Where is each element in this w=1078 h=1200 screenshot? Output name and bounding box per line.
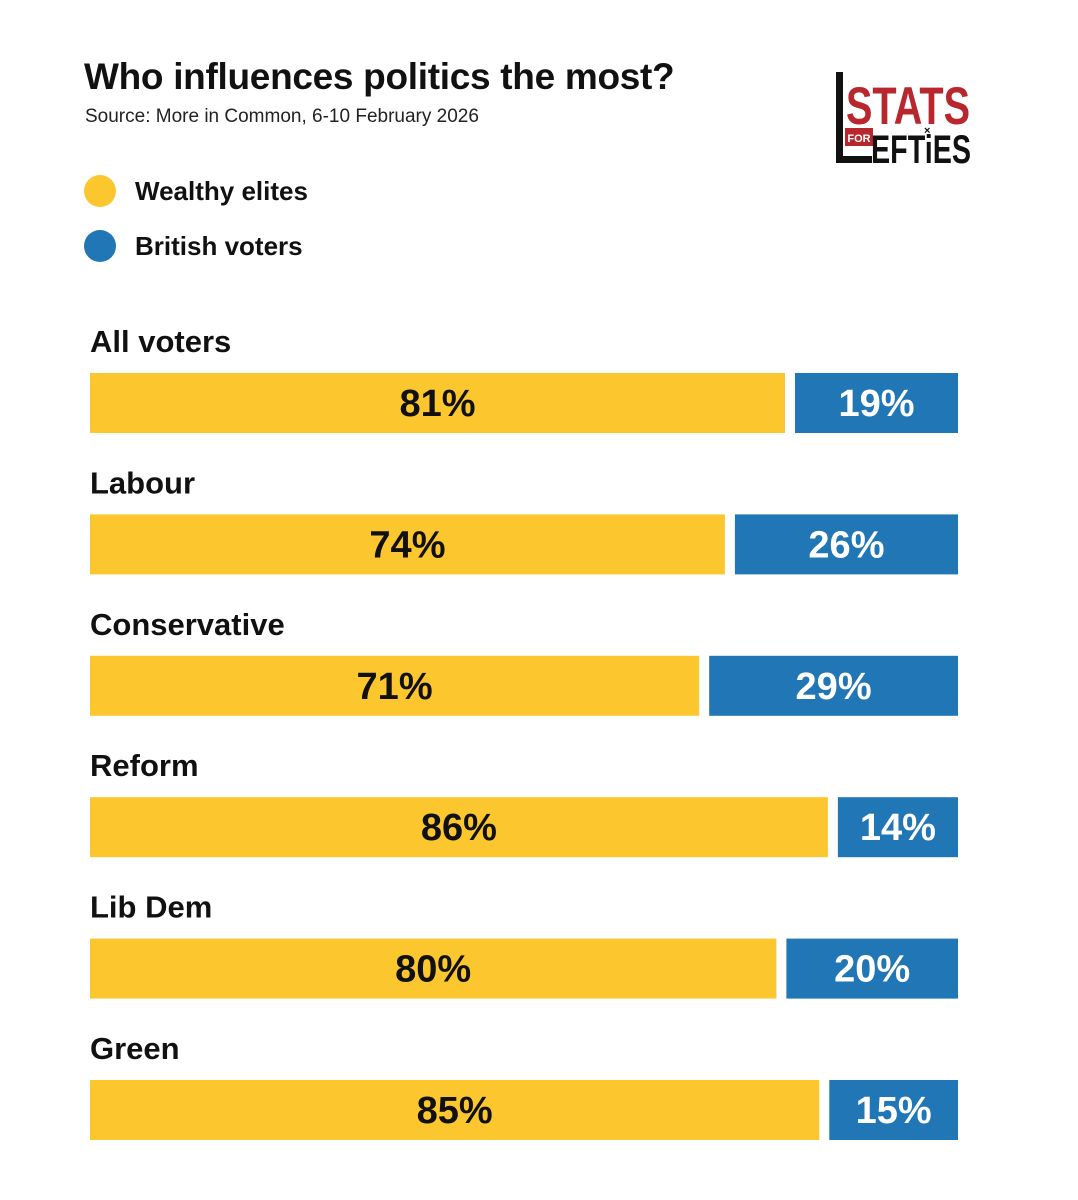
value-label-voters-green: 15% (856, 1090, 932, 1132)
logo-x-mark: × (924, 125, 930, 137)
value-label-voters-lib-dem: 20% (834, 949, 910, 991)
value-label-wealthy-conservative: 71% (357, 666, 433, 708)
category-label-green: Green (90, 1031, 180, 1066)
stats-for-lefties-logo: STATS FOR EFTiES × (836, 72, 971, 166)
legend-item-voters: British voters (84, 230, 303, 262)
bar-voters-reform (837, 797, 958, 858)
legend-item-wealthy: Wealthy elites (84, 175, 308, 207)
legend-label-voters: British voters (135, 230, 303, 261)
legend-dot-voters (84, 230, 116, 262)
bar-wealthy-conservative (90, 655, 700, 716)
logo-bar (836, 72, 843, 162)
bar-wealthy-all-voters (90, 373, 785, 433)
value-label-wealthy-lib-dem: 80% (395, 949, 471, 991)
value-label-wealthy-reform: 86% (421, 807, 497, 849)
logo-small-text: FOR (847, 133, 870, 145)
bar-voters-conservative (709, 655, 958, 716)
bar-voters-all-voters (794, 373, 958, 433)
value-label-wealthy-all-voters: 81% (399, 383, 475, 425)
category-label-labour: Labour (90, 465, 195, 500)
bar-voters-labour (734, 514, 958, 575)
legend-dot-wealthy (84, 175, 116, 207)
logo-small-box (845, 128, 873, 146)
category-label-conservative: Conservative (90, 607, 285, 642)
chart-title: Who influences politics the most? (84, 56, 675, 97)
bar-voters-lib-dem (786, 938, 958, 999)
bar-wealthy-green (90, 1080, 820, 1140)
value-label-wealthy-labour: 74% (369, 524, 445, 566)
category-label-all-voters: All voters (90, 324, 231, 359)
value-label-voters-conservative: 29% (796, 666, 872, 708)
value-label-voters-labour: 26% (808, 524, 884, 566)
category-label-lib-dem: Lib Dem (90, 890, 212, 925)
logo-bottom-text: EFTiES (871, 128, 971, 166)
bar-wealthy-labour (90, 514, 725, 575)
bar-wealthy-reform (90, 797, 828, 858)
value-label-voters-all-voters: 19% (838, 383, 914, 425)
bar-voters-green (829, 1080, 958, 1140)
value-label-voters-reform: 14% (860, 807, 936, 849)
value-label-wealthy-green: 85% (417, 1090, 493, 1132)
category-label-reform: Reform (90, 748, 199, 783)
chart-subtitle: Source: More in Common, 6-10 February 20… (85, 106, 479, 127)
logo-top-text: STATS (846, 77, 970, 136)
bar-wealthy-lib-dem (90, 938, 777, 999)
legend-label-wealthy: Wealthy elites (135, 175, 308, 206)
logo-foot (836, 156, 872, 163)
